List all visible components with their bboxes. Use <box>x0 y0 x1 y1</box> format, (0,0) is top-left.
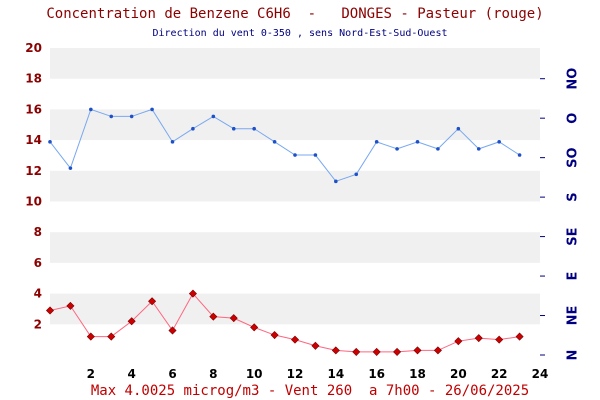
benzene-point <box>413 346 422 355</box>
direction-label: SO <box>566 147 581 167</box>
benzene-point <box>331 346 340 355</box>
benzene-point <box>433 346 442 355</box>
wind-point <box>211 114 216 119</box>
benzene-point <box>352 347 361 356</box>
x-axis-ticks: 2 4 6 8 10 12 14 16 18 20 22 24 <box>87 367 549 381</box>
wind-point <box>436 147 440 151</box>
wind-point <box>313 153 318 157</box>
direction-label: E <box>566 272 581 281</box>
y-tick-label: 12 <box>25 164 42 178</box>
wind-point <box>354 172 359 177</box>
direction-label: S <box>566 192 581 201</box>
grid-band <box>50 232 540 263</box>
y-tick-label: 2 <box>34 317 42 331</box>
benzene-point <box>188 289 197 298</box>
wind-point <box>129 114 134 119</box>
y-tick-label: 4 <box>34 287 42 301</box>
wind-point <box>48 140 52 144</box>
chart-footer: Max 4.0025 microg/m3 - Vent 260 a 7h00 -… <box>90 383 530 399</box>
wind-point <box>395 147 399 151</box>
benzene-point <box>393 347 402 356</box>
wind-point <box>497 140 501 144</box>
y-tick-label: 6 <box>34 256 42 270</box>
wind-point <box>68 166 73 170</box>
benzene-point <box>127 317 136 326</box>
y-tick-label: 10 <box>25 195 42 209</box>
benzene-point <box>454 337 463 346</box>
wind-point <box>476 147 481 151</box>
x-tick-label: 10 <box>246 367 263 381</box>
y-tick-label: 8 <box>34 225 42 239</box>
grid-band <box>50 170 540 202</box>
x-tick-label: 12 <box>287 367 304 381</box>
benzene-point <box>86 332 95 341</box>
x-tick-label: 16 <box>368 367 385 381</box>
left-axis-ticks: 2 4 6 8 10 12 14 16 18 20 <box>25 41 42 331</box>
wind-point <box>334 179 338 184</box>
x-tick-label: 14 <box>327 367 344 381</box>
benzene-point <box>168 326 177 335</box>
right-axis-ticks: N NE E SE S SO O NO <box>540 68 581 361</box>
x-tick-label: 22 <box>491 367 508 381</box>
benzene-point <box>495 335 504 344</box>
x-tick-label: 6 <box>168 367 176 381</box>
benzene-point <box>209 312 218 321</box>
grid-band <box>50 109 540 141</box>
wind-point <box>170 140 175 144</box>
chart-title: Concentration de Benzene C6H6 - DONGES -… <box>46 6 544 22</box>
direction-label: N <box>566 350 581 361</box>
benzene-point <box>229 314 238 323</box>
x-tick-label: 4 <box>127 367 135 381</box>
wind-point <box>517 153 522 157</box>
benzene-point <box>290 335 300 344</box>
wind-point <box>252 126 256 131</box>
y-tick-label: 20 <box>25 41 42 55</box>
direction-label: NE <box>566 306 581 326</box>
x-tick-label: 2 <box>87 367 95 381</box>
y-tick-label: 18 <box>25 72 42 86</box>
benzene-point <box>148 297 157 306</box>
grid-band <box>50 293 540 325</box>
direction-label: O <box>566 113 581 124</box>
benzene-point <box>107 332 116 341</box>
direction-label: NO <box>566 68 581 90</box>
benzene-point <box>66 301 75 310</box>
chart-subtitle: Direction du vent 0-350 , sens Nord-Est-… <box>152 28 448 39</box>
benzene-point <box>515 332 524 341</box>
wind-point <box>231 126 236 131</box>
benzene-point <box>250 323 259 332</box>
x-tick-label: 24 <box>532 367 549 381</box>
wind-point <box>456 126 461 131</box>
wind-point <box>89 107 93 112</box>
wind-point <box>109 114 114 119</box>
background-bands <box>50 48 540 325</box>
y-tick-label: 14 <box>25 133 42 147</box>
benzene-point <box>474 334 483 343</box>
x-tick-label: 20 <box>450 367 467 381</box>
wind-point <box>293 153 297 157</box>
benzene-point <box>270 331 279 340</box>
wind-point <box>150 107 154 112</box>
benzene-point <box>372 347 381 356</box>
grid-band <box>50 48 540 79</box>
benzene-line <box>49 292 520 353</box>
wind-point <box>191 126 195 131</box>
wind-series <box>48 107 522 184</box>
benzene-point <box>45 306 55 315</box>
benzene-series <box>45 289 524 356</box>
wind-line <box>49 108 520 182</box>
direction-label: SE <box>566 227 581 245</box>
x-tick-label: 8 <box>209 367 217 381</box>
wind-point <box>272 140 277 144</box>
y-tick-label: 16 <box>25 102 42 116</box>
wind-point <box>374 140 379 144</box>
wind-point <box>415 140 420 144</box>
benzene-point <box>311 341 320 350</box>
x-tick-label: 18 <box>409 367 426 381</box>
